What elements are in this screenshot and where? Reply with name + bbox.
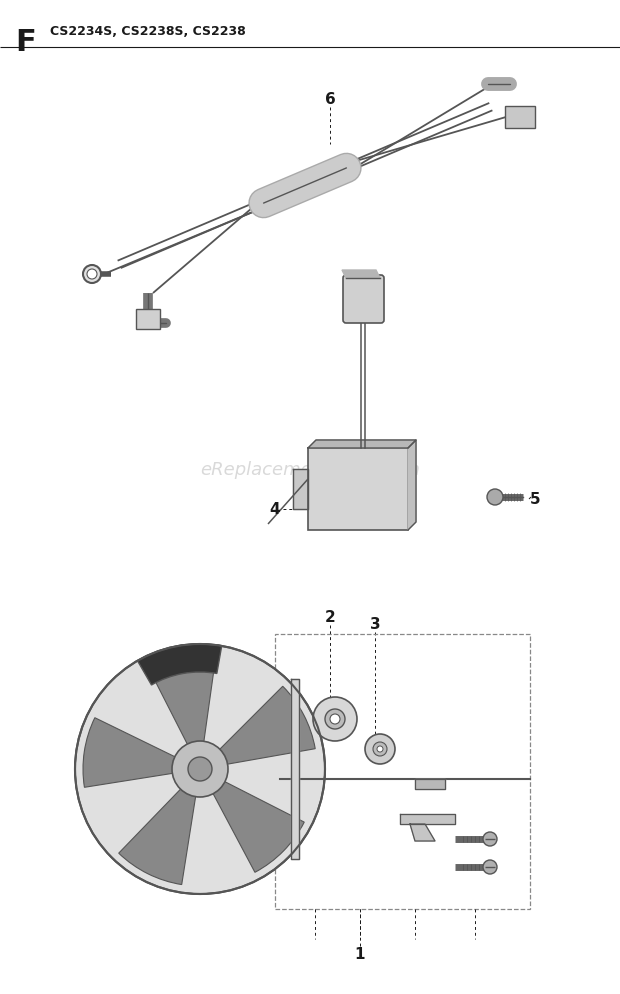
Text: 3: 3 bbox=[370, 617, 380, 632]
Bar bbox=[275, 634, 530, 910]
Text: 5: 5 bbox=[529, 492, 540, 507]
Circle shape bbox=[373, 743, 387, 756]
Circle shape bbox=[325, 710, 345, 730]
FancyBboxPatch shape bbox=[136, 310, 160, 330]
Circle shape bbox=[313, 698, 357, 742]
Wedge shape bbox=[83, 718, 175, 787]
Circle shape bbox=[330, 715, 340, 725]
Wedge shape bbox=[138, 644, 222, 685]
Polygon shape bbox=[308, 440, 416, 448]
Wedge shape bbox=[213, 781, 304, 873]
Text: F: F bbox=[15, 28, 36, 57]
Circle shape bbox=[377, 746, 383, 752]
Polygon shape bbox=[400, 814, 455, 824]
Circle shape bbox=[188, 757, 212, 781]
Text: 2: 2 bbox=[325, 610, 335, 625]
Circle shape bbox=[487, 489, 503, 506]
Circle shape bbox=[75, 644, 325, 894]
Polygon shape bbox=[293, 469, 308, 510]
Polygon shape bbox=[291, 679, 299, 859]
Circle shape bbox=[483, 832, 497, 846]
Wedge shape bbox=[219, 687, 315, 764]
Text: eReplacementParts.com: eReplacementParts.com bbox=[200, 460, 420, 478]
Circle shape bbox=[483, 860, 497, 874]
FancyBboxPatch shape bbox=[505, 107, 535, 129]
Circle shape bbox=[87, 269, 97, 279]
Wedge shape bbox=[118, 788, 196, 885]
Text: 6: 6 bbox=[325, 92, 335, 107]
Polygon shape bbox=[410, 824, 435, 841]
Circle shape bbox=[83, 265, 101, 283]
Circle shape bbox=[172, 742, 228, 797]
Polygon shape bbox=[342, 270, 380, 278]
Text: 4: 4 bbox=[270, 502, 280, 517]
FancyBboxPatch shape bbox=[343, 275, 384, 324]
FancyBboxPatch shape bbox=[308, 448, 408, 531]
Wedge shape bbox=[147, 652, 216, 746]
Polygon shape bbox=[408, 440, 416, 531]
Polygon shape bbox=[415, 779, 445, 789]
Text: CS2234S, CS2238S, CS2238: CS2234S, CS2238S, CS2238 bbox=[50, 25, 246, 38]
Text: 1: 1 bbox=[355, 946, 365, 961]
Circle shape bbox=[365, 735, 395, 764]
